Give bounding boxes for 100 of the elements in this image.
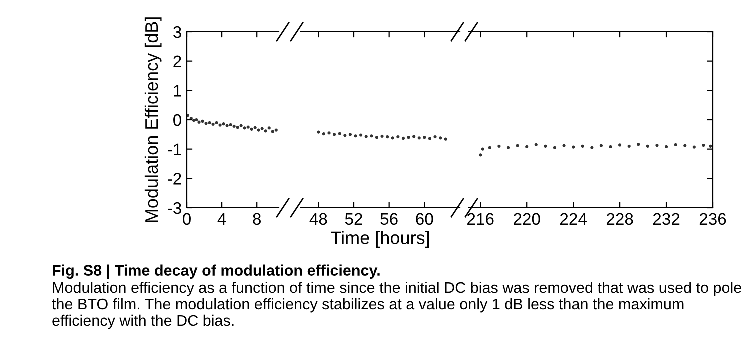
point [348,133,352,136]
point [232,124,236,128]
x-tick-label: 232 [653,213,680,226]
point [218,124,222,127]
point [439,136,442,140]
x-tick-label: 8 [253,213,262,226]
point [254,126,257,130]
point [198,120,201,124]
point [212,122,215,126]
point [333,133,336,136]
point [674,143,678,146]
point [709,144,712,148]
x-tick-label: 48 [310,213,328,226]
point [702,144,706,148]
point [516,144,520,148]
point [479,154,482,157]
point [360,134,363,137]
point [590,146,594,150]
x-tick-label: 236 [700,213,726,226]
point [581,144,584,148]
point [268,126,271,130]
point [364,135,368,138]
point [488,146,492,150]
point [664,145,668,149]
point [572,146,576,149]
point [195,118,198,122]
point [328,132,331,135]
point [656,144,659,148]
y-tick-label: -3 [168,202,182,214]
point [192,119,196,122]
point [229,123,232,127]
point [418,136,421,140]
point [240,124,243,128]
y-axis-title: Modulation Efficiency [dB] [144,18,162,222]
point [243,126,246,130]
point [407,136,410,140]
point [609,145,612,149]
point [562,144,566,148]
point [396,135,400,139]
point [271,130,274,134]
point [222,122,226,126]
point [423,136,426,140]
point [386,135,390,139]
caption: Fig. S8 | Time decay of modulation efficiency. [53,264,380,280]
x-tick-label: 224 [560,213,587,225]
point [260,127,264,130]
point [375,136,379,140]
point [322,132,326,136]
point [380,134,384,138]
point [481,148,484,151]
point [600,144,604,148]
point [236,126,240,130]
point [646,144,650,148]
x-tick-label: 60 [416,213,434,226]
point [618,144,622,147]
point [526,145,529,149]
y-tick-label: -2 [168,173,182,185]
point [391,136,394,140]
point [208,121,212,124]
x-tick-label: 56 [380,213,398,226]
x-axis-title: Time [hours] [331,231,430,248]
point [344,134,347,138]
point [412,135,416,138]
y-tick-label: 1 [174,85,182,97]
point [628,144,631,148]
point [434,135,437,139]
point [274,128,278,132]
x-tick-label: 220 [514,213,540,226]
x-tick-label: 52 [345,213,362,226]
point [354,134,358,138]
y-tick-label: 0 [174,114,182,126]
x-tick-label: 228 [606,213,634,226]
point [553,146,557,150]
point [250,128,254,131]
point [444,138,448,141]
y-tick-label: -1 [168,144,182,156]
point [692,146,696,149]
point [498,144,501,148]
x-tick-label: 216 [468,213,494,226]
y-tick-label: 2 [174,56,182,68]
point [201,120,204,124]
point [204,122,208,126]
point [428,137,432,140]
point [534,143,538,146]
point [370,134,374,138]
point [264,130,268,133]
x-tick-label: 0 [183,213,191,226]
point [506,146,510,150]
point [684,144,687,148]
text: Modulation efficiency as a function of time since the initial DC bias was removed that was used to pole the BTO film. The modulation efficiency stabilizes at a value only 1 dB less than the maximum efficiency with the DC bias. [52,282,742,330]
point [246,126,250,129]
point [257,128,260,132]
point [338,132,342,136]
x-tick-label: 4 [218,213,226,225]
point [317,130,320,134]
point [637,143,640,146]
point [402,136,406,140]
point [226,124,229,128]
point [544,144,548,148]
y-tick-label: 3 [174,26,182,38]
